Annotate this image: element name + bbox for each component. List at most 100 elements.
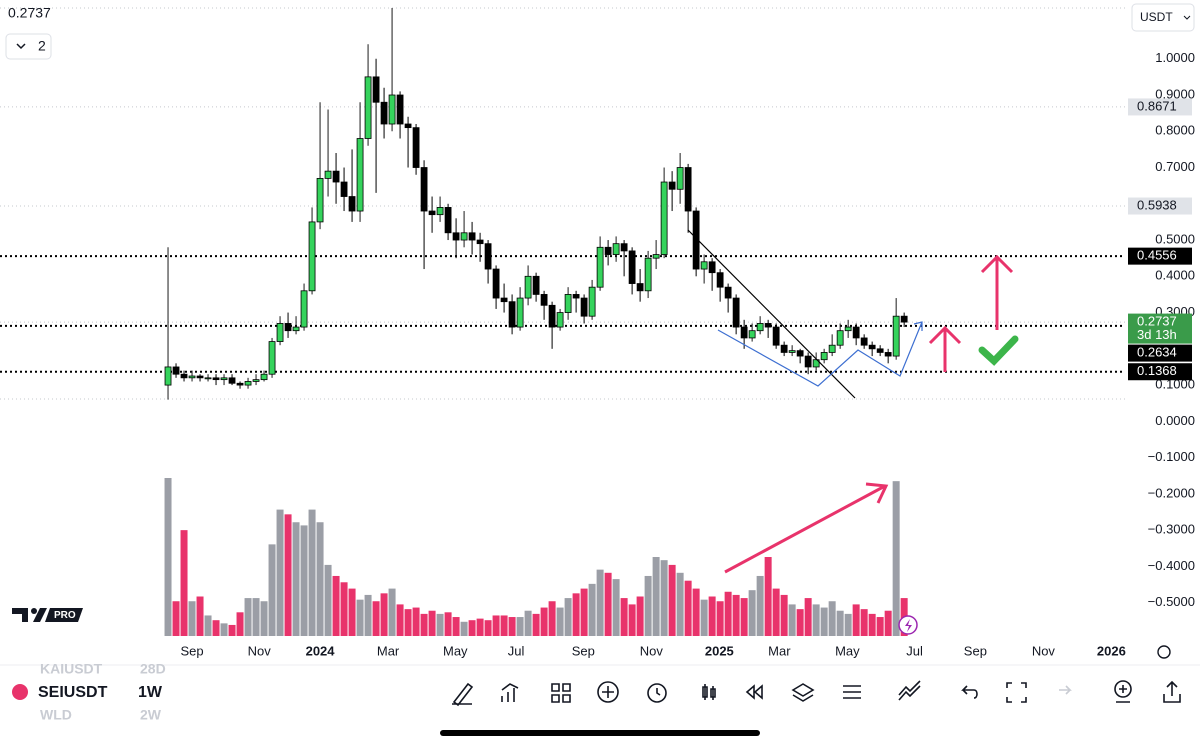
volume-bar [884, 610, 892, 636]
x-tick-label: Sep [572, 643, 595, 658]
volume-bar [796, 609, 804, 636]
y-tick-label: 0.7000 [1155, 159, 1195, 174]
candle-body [404, 123, 412, 129]
candle-body [628, 250, 636, 284]
indicators[interactable] [501, 683, 519, 702]
candle-body [676, 167, 684, 190]
price-tag [1128, 313, 1192, 344]
volume-bar [308, 509, 316, 636]
volume-bar [180, 530, 188, 636]
price-tag [1128, 363, 1192, 381]
axis-settings[interactable] [1157, 645, 1171, 659]
candle-body [452, 232, 460, 241]
volume-bar [508, 617, 516, 636]
layouts[interactable] [551, 683, 571, 703]
volume-bar [620, 598, 628, 636]
x-tick-label: 2024 [306, 643, 336, 658]
watch-prev-interval: 28D [140, 661, 166, 677]
add-alert[interactable] [1114, 680, 1132, 698]
currency: USDT [1140, 10, 1173, 24]
pane-toggle[interactable] [5, 33, 52, 60]
volume-bar [380, 593, 388, 636]
alert[interactable] [647, 683, 667, 703]
volume-bar [516, 617, 524, 636]
x-tick-label: Nov [248, 643, 272, 658]
volume-bar [628, 604, 636, 636]
pane-count: 2 [38, 38, 46, 54]
candle-body [772, 326, 780, 346]
volume-bar [324, 564, 332, 636]
volume-bar [476, 618, 484, 636]
interval[interactable]: 1W [138, 684, 163, 701]
y-tick-label: −0.4000 [1148, 558, 1195, 573]
volume-bar [820, 607, 828, 636]
x-tick-label: Mar [377, 643, 400, 658]
drawings [687, 229, 1019, 574]
draw-tool[interactable] [452, 682, 474, 707]
y-tick-label: −0.5000 [1148, 594, 1195, 609]
y-tick-label: 0.0000 [1155, 413, 1195, 428]
symbol[interactable]: SEIUSDT [38, 684, 108, 701]
candle-body [164, 366, 172, 386]
candle-body [684, 167, 692, 212]
candle-body [340, 181, 348, 197]
candle-body [780, 344, 788, 353]
price-tag [1128, 344, 1192, 362]
candle-body [756, 323, 764, 332]
candle-body [324, 170, 332, 179]
volume-bar [708, 596, 716, 636]
settings[interactable] [843, 685, 861, 699]
objects[interactable] [791, 683, 815, 702]
add[interactable] [597, 681, 619, 703]
volume-bar [876, 617, 884, 636]
volume-bar [764, 557, 772, 636]
home-indicator [440, 730, 760, 736]
fullscreen[interactable] [1006, 682, 1027, 703]
volume-bar [204, 615, 212, 636]
candle-body [564, 294, 572, 313]
volume-bar [164, 478, 172, 636]
volume-bar [172, 601, 180, 636]
volume-bar [284, 514, 292, 636]
chart-type[interactable] [702, 684, 716, 700]
candle-body [508, 301, 516, 328]
candle-body [732, 297, 740, 328]
candle-body [244, 381, 252, 386]
volume-bar [436, 613, 444, 636]
candle-body [524, 275, 532, 299]
y-tick-label: 0.9000 [1155, 86, 1195, 101]
y-tick-label: −0.1000 [1148, 449, 1195, 464]
candle-body [420, 167, 428, 212]
volume-bar [532, 613, 540, 636]
compare[interactable] [898, 680, 921, 701]
volume-bar [668, 564, 676, 636]
replay[interactable] [745, 684, 763, 700]
candle-body [644, 257, 652, 292]
undo[interactable] [961, 685, 978, 699]
candle-body [236, 382, 244, 386]
candle-body [188, 375, 196, 379]
volume-bar [292, 522, 300, 636]
watch-next: WLD [40, 707, 72, 723]
candle-body [724, 286, 732, 299]
volume-bar [716, 601, 724, 636]
candle-body [796, 350, 804, 357]
candle-body [468, 232, 476, 241]
share[interactable] [1163, 680, 1181, 703]
volume-bar [644, 575, 652, 636]
arrowhead [865, 482, 889, 504]
redo[interactable] [1059, 685, 1072, 695]
price-tag-countdown: 3d 13h [1137, 327, 1177, 342]
candle-body [636, 283, 644, 292]
candle-body [228, 377, 236, 384]
volume-bar [748, 590, 756, 636]
y-tick-label: 0.8000 [1155, 123, 1195, 138]
volume-bar [556, 607, 564, 636]
currency-button[interactable] [1131, 3, 1195, 32]
x-tick-label: Mar [768, 643, 791, 658]
volume-bar [220, 623, 228, 636]
volume-bar [460, 621, 468, 636]
price-tag-label: 0.5938 [1137, 197, 1177, 212]
x-tick-label: May [835, 643, 860, 658]
volume-bar [196, 596, 204, 636]
